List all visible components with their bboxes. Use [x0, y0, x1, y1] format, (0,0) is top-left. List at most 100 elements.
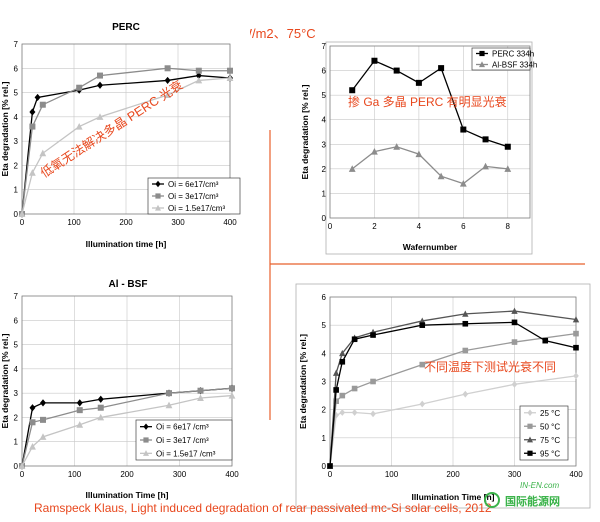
y-tick-label: 5 — [14, 89, 19, 98]
data-point — [29, 123, 36, 130]
data-point — [572, 316, 580, 323]
data-point — [370, 410, 376, 418]
chart-temperature: 0 1 2 3 4 5 6 0 100 200 300 400 Illumination Time [h… — [295, 283, 591, 509]
x-axis-label: Illumination time [h] — [86, 239, 167, 249]
plot-area — [21, 43, 231, 215]
data-point — [504, 143, 511, 150]
data-point — [75, 122, 83, 130]
data-point — [97, 395, 104, 403]
legend-marker — [155, 193, 161, 199]
legend-label: PERC 334h — [492, 50, 534, 59]
data-point — [197, 387, 204, 394]
data-point — [97, 72, 103, 79]
data-point — [332, 369, 340, 376]
legend-label: Oi = 3e17/cm³ — [168, 192, 219, 201]
y-tick-label: 2 — [14, 413, 19, 422]
x-tick-label: 0 — [328, 470, 333, 479]
data-point — [339, 358, 346, 365]
data-point — [339, 349, 346, 357]
data-point — [39, 433, 47, 440]
data-point — [76, 84, 83, 91]
data-point — [333, 387, 339, 393]
data-point — [511, 380, 518, 388]
data-point — [573, 344, 579, 351]
data-point — [164, 91, 171, 98]
series-line — [329, 321, 577, 467]
chart-perc-oxygen: 0 1 2 3 4 5 6 7 0 100 200 300 400 PERC Illumination ti… — [0, 22, 250, 249]
y-tick-label: 4 — [322, 349, 327, 358]
watermark-top: IN-EN.com — [520, 481, 559, 490]
chart-wafer-number: 0 1 2 3 4 5 6 7 0 2 4 6 8 Wafernumber Eta degradation … — [300, 41, 537, 255]
legend-marker — [527, 409, 533, 416]
legend-box — [519, 405, 569, 461]
legend-label: 75 °C — [540, 436, 560, 445]
data-point — [370, 332, 376, 338]
y-tick-label: 6 — [14, 64, 19, 73]
data-point — [351, 385, 358, 392]
chart-title: PERC — [112, 22, 140, 33]
x-axis-label: Wafernumber — [403, 242, 458, 252]
plot-area — [329, 45, 531, 219]
data-point — [415, 150, 423, 158]
legend-label: Oi = 1.5e17/cm³ — [168, 204, 225, 213]
y-tick-label: 1 — [14, 186, 19, 195]
y-axis-label: Eta degradation [% rel.] — [0, 333, 10, 428]
data-point — [438, 65, 445, 72]
data-point — [18, 462, 26, 469]
data-point — [573, 330, 579, 337]
y-axis-label: Eta degradation [% rel.] — [0, 81, 10, 176]
data-point — [462, 310, 469, 317]
y-tick-label: 1 — [322, 434, 327, 443]
data-point — [97, 413, 105, 421]
y-tick-label: 3 — [14, 389, 19, 398]
series-line — [21, 77, 231, 215]
data-point — [462, 390, 469, 398]
series-line — [351, 146, 508, 185]
data-point — [166, 390, 172, 397]
x-tick-label: 200 — [120, 470, 134, 479]
chart-title: Al - BSF — [109, 279, 148, 290]
legend-marker — [479, 50, 485, 57]
x-tick-label: 4 — [417, 222, 422, 231]
data-point — [459, 180, 467, 187]
y-axis-label: Eta degradation [% rel.] — [300, 84, 310, 179]
chart-background — [325, 41, 533, 255]
legend-marker — [527, 436, 533, 443]
plot-area — [329, 296, 577, 467]
data-point — [195, 71, 202, 80]
x-tick-label: 0 — [20, 470, 25, 479]
x-axis-label: Illumination Time [h] — [412, 492, 495, 502]
x-tick-label: 400 — [225, 470, 239, 479]
data-point — [165, 401, 173, 409]
x-tick-label: 100 — [385, 470, 399, 479]
data-point — [371, 148, 378, 155]
x-tick-label: 300 — [173, 470, 187, 479]
data-point — [39, 149, 47, 157]
y-tick-label: 0 — [322, 214, 327, 223]
y-tick-label: 2 — [322, 165, 327, 174]
data-point — [195, 76, 203, 84]
y-tick-label: 4 — [322, 116, 327, 125]
data-point — [164, 76, 171, 85]
y-tick-label: 2 — [14, 161, 19, 170]
y-tick-label: 5 — [322, 91, 327, 100]
legend-marker — [143, 437, 149, 443]
data-point — [29, 442, 36, 450]
data-point — [460, 126, 467, 133]
series-line — [21, 67, 230, 215]
x-tick-label: 100 — [68, 470, 82, 479]
data-point — [226, 74, 234, 81]
x-tick-label: 0 — [20, 218, 25, 227]
data-point — [351, 336, 358, 343]
y-axis-label: Eta degradation [% rel.] — [298, 334, 308, 429]
y-tick-label: 7 — [14, 292, 19, 301]
data-point — [482, 136, 489, 143]
x-tick-label: 300 — [508, 470, 522, 479]
x-tick-label: 200 — [446, 470, 460, 479]
x-tick-label: 8 — [506, 222, 511, 231]
watermark: IN-EN.com 国际能源网 — [484, 481, 560, 508]
y-tick-label: 0 — [14, 210, 19, 219]
data-point — [462, 347, 469, 354]
y-tick-label: 6 — [14, 316, 19, 325]
data-point — [76, 407, 83, 414]
